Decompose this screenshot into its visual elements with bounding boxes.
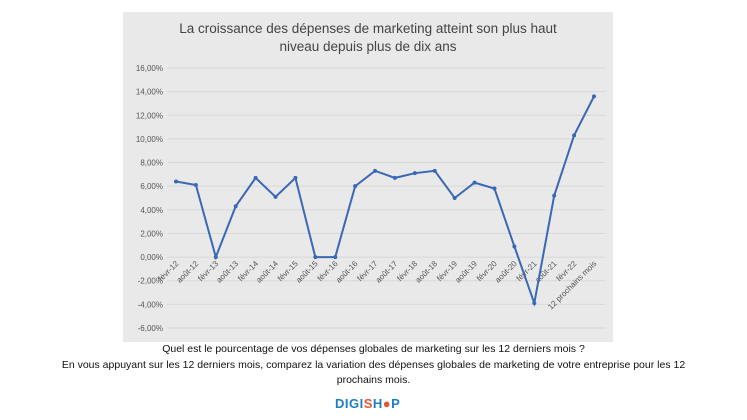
data-point [373, 168, 378, 173]
line-chart: -6,00% -4,00% -2,00% 0,00% 2,00% 4,00% 6,00% 8,… [136, 64, 605, 333]
data-point [452, 196, 457, 200]
y-tick-label: 12,00% [136, 111, 163, 120]
data-point [592, 94, 596, 99]
data-point [492, 186, 497, 191]
y-tick-label: 8,00% [140, 159, 163, 168]
data-point [253, 175, 258, 180]
title-line: niveau depuis plus de dix ans [279, 39, 457, 54]
chart-title: La croissance des dépenses de marketing … [123, 20, 613, 56]
data-point [532, 301, 537, 306]
y-tick-label: -4,00% [138, 300, 163, 309]
data-point [293, 175, 298, 180]
question-3: prochains mois. [336, 374, 411, 386]
question-2: En vous appuyant sur les 12 derniers moi… [61, 359, 686, 371]
y-tick-label: 10,00% [136, 135, 163, 144]
y-tick-label: 14,00% [136, 88, 163, 97]
data-point [174, 179, 178, 184]
y-tick-label: -6,00% [138, 324, 163, 333]
data-point [572, 133, 577, 138]
title-line: La croissance des dépenses de marketing … [179, 21, 557, 36]
y-tick-label: 2,00% [140, 229, 163, 238]
data-point [313, 255, 318, 260]
data-point [193, 183, 198, 187]
question-1: Quel est le pourcentage de vos dépenses … [162, 343, 585, 355]
data-point [392, 175, 397, 180]
data-point [333, 255, 338, 260]
y-tick-label: 0,00% [140, 253, 163, 262]
data-point [472, 180, 477, 185]
y-tick-label: 16,00% [136, 64, 163, 73]
data-point [512, 244, 517, 249]
y-tick-label: -2,00% [138, 277, 163, 286]
data-point [233, 204, 238, 209]
data-point [432, 168, 437, 173]
y-tick-label: 6,00% [140, 182, 163, 191]
data-point [213, 255, 218, 260]
y-tick-label: 4,00% [140, 206, 163, 215]
data-point [353, 184, 358, 189]
data-line [175, 95, 595, 308]
data-point [552, 193, 557, 198]
digishop-logo: DIGISH●P [335, 396, 401, 411]
data-point [412, 171, 417, 176]
data-point [273, 194, 278, 199]
